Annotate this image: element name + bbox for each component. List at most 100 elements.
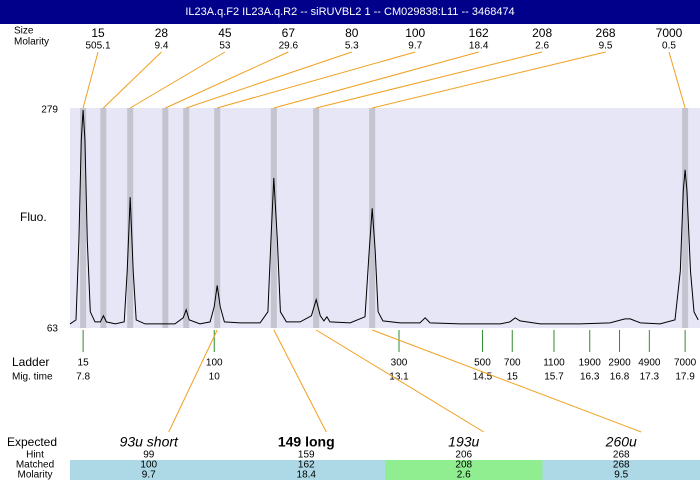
peak-band: [183, 108, 190, 328]
peak-size: 67: [282, 26, 296, 40]
molarity-row-label: Molarity: [14, 37, 49, 48]
peak-size: 208: [532, 26, 552, 40]
peak-link: [129, 51, 226, 109]
ladder-time: 15: [507, 372, 519, 383]
ladder-size: 15: [78, 358, 90, 369]
ladder-size: 1900: [579, 358, 602, 369]
peak-molarity: 0.5: [662, 41, 676, 52]
peak-link: [103, 51, 162, 109]
peak-band: [313, 108, 320, 328]
hint: 206: [455, 450, 472, 461]
expected-link: [372, 329, 642, 433]
ladder-size: 300: [391, 358, 408, 369]
title: IL23A.q.F2 IL23A.q.R2 -- siRUVBL2 1 -- C…: [185, 6, 514, 18]
peak-size: 28: [155, 26, 169, 40]
ladder-size: 4900: [638, 358, 661, 369]
trace: [69, 109, 699, 325]
peak-molarity: 2.6: [535, 41, 549, 52]
ladder-time: 15.7: [544, 372, 564, 383]
peak-link: [217, 51, 416, 109]
matched-cell: [70, 460, 228, 470]
peak-molarity: 9.7: [408, 41, 422, 52]
ladder-time: 7.8: [76, 372, 90, 383]
expected-name: 93u short: [120, 434, 179, 450]
molarity-cell: [385, 470, 543, 480]
matched-cell: [227, 460, 385, 470]
matched: 100: [140, 460, 157, 471]
y-tick-label: 279: [41, 105, 58, 116]
ladder-label: Ladder: [12, 355, 49, 369]
peak-link: [186, 51, 352, 109]
peak-molarity: 505.1: [85, 41, 110, 52]
ladder-size: 1100: [543, 358, 565, 369]
peak-molarity: 18.4: [469, 41, 489, 52]
y-tick-label: 63: [47, 324, 59, 335]
ladder-size: 100: [206, 358, 223, 369]
ladder-time: 14.5: [473, 372, 493, 383]
ladder-time: 16.8: [610, 372, 630, 383]
molarity: 2.6: [457, 470, 471, 480]
peak-size: 7000: [656, 26, 683, 40]
hint: 99: [143, 450, 155, 461]
peak-band: [162, 108, 169, 328]
peak-size: 80: [345, 26, 359, 40]
expected-row-label: Expected: [7, 435, 57, 449]
expected-row-label: Hint: [26, 450, 44, 461]
expected-row-label: Molarity: [17, 470, 52, 480]
expected-name: 193u: [448, 434, 479, 450]
peak-size: 162: [469, 26, 489, 40]
peak-link: [273, 51, 479, 109]
peak-band: [369, 108, 376, 328]
expected-link: [168, 329, 218, 433]
ladder-size: 2900: [608, 358, 631, 369]
hint: 268: [613, 450, 630, 461]
peak-size: 100: [405, 26, 425, 40]
peak-molarity: 9.5: [599, 41, 613, 52]
peak-band: [80, 108, 87, 328]
peak-band: [100, 108, 107, 328]
peak-link: [668, 51, 686, 109]
matched: 268: [613, 460, 630, 471]
peak-link: [372, 51, 606, 109]
peak-molarity: 5.3: [345, 41, 359, 52]
mig-time-label: Mig. time: [12, 372, 53, 383]
peak-link: [165, 51, 289, 109]
matched: 208: [455, 460, 472, 471]
peak-band: [270, 108, 277, 328]
title-bar: [0, 0, 700, 24]
peak-molarity: 29.6: [279, 41, 299, 52]
matched-cell: [542, 460, 700, 470]
ladder-size: 700: [504, 358, 521, 369]
peak-link: [316, 51, 543, 109]
matched-cell: [385, 460, 543, 470]
expected-name: 149 long: [278, 434, 335, 450]
peak-band: [682, 108, 689, 328]
molarity-cell: [542, 470, 700, 480]
hint: 159: [298, 450, 315, 461]
ladder-size: 500: [474, 358, 491, 369]
peak-size: 45: [218, 26, 232, 40]
peak-band: [214, 108, 221, 328]
molarity: 9.5: [614, 470, 628, 480]
ladder-time: 13.1: [389, 372, 409, 383]
matched: 162: [298, 460, 315, 471]
expected-row-label: Matched: [16, 460, 54, 471]
plot-area: [70, 108, 700, 328]
ladder-time: 17.3: [640, 372, 660, 383]
ladder-time: 16.3: [580, 372, 600, 383]
peak-link: [82, 51, 99, 109]
molarity-cell: [227, 470, 385, 480]
molarity: 18.4: [297, 470, 317, 480]
peak-size: 268: [596, 26, 616, 40]
peak-size: 15: [91, 26, 105, 40]
ladder-time: 10: [209, 372, 221, 383]
expected-link: [273, 329, 327, 433]
expected-name: 260u: [605, 434, 637, 450]
ladder-time: 17.9: [675, 372, 695, 383]
molarity-cell: [70, 470, 228, 480]
peak-molarity: 9.4: [154, 41, 168, 52]
y-axis-label: Fluo.: [20, 210, 47, 224]
molarity: 9.7: [142, 470, 156, 480]
